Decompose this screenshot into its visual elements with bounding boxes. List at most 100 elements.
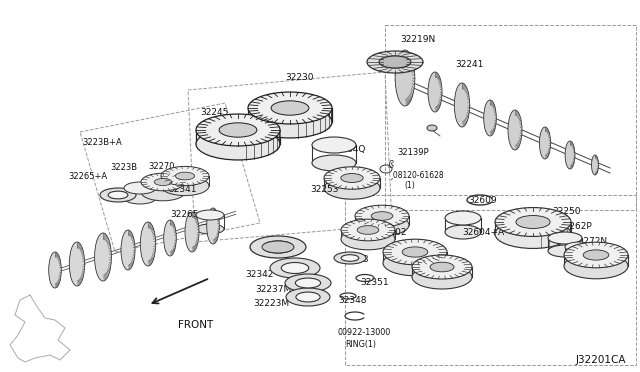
Ellipse shape: [412, 265, 472, 289]
Ellipse shape: [548, 245, 582, 257]
Ellipse shape: [341, 219, 395, 241]
Text: 3223B: 3223B: [110, 163, 137, 172]
Text: ß: ß: [388, 160, 394, 170]
Text: 32351: 32351: [360, 278, 388, 287]
Text: J32201CA: J32201CA: [576, 355, 627, 365]
Ellipse shape: [69, 242, 84, 286]
Ellipse shape: [248, 106, 332, 138]
Ellipse shape: [430, 262, 454, 272]
Ellipse shape: [296, 292, 320, 302]
Ellipse shape: [591, 155, 598, 175]
Ellipse shape: [121, 230, 135, 270]
Ellipse shape: [484, 100, 496, 136]
Text: 32270: 32270: [148, 162, 175, 171]
Ellipse shape: [341, 228, 395, 250]
Ellipse shape: [207, 208, 220, 244]
Ellipse shape: [402, 247, 428, 257]
Ellipse shape: [295, 278, 321, 288]
Ellipse shape: [262, 241, 294, 253]
Ellipse shape: [396, 50, 415, 106]
Text: 32600M: 32600M: [396, 253, 433, 262]
Ellipse shape: [312, 137, 356, 153]
Text: 32609: 32609: [468, 196, 497, 205]
Text: 00922-13000: 00922-13000: [338, 328, 391, 337]
Text: 32204: 32204: [265, 245, 293, 254]
Ellipse shape: [564, 253, 628, 279]
Ellipse shape: [583, 250, 609, 260]
Ellipse shape: [100, 188, 136, 202]
Text: FRONT: FRONT: [178, 320, 213, 330]
Ellipse shape: [141, 173, 185, 191]
Ellipse shape: [324, 167, 380, 189]
Ellipse shape: [281, 263, 308, 273]
Ellipse shape: [161, 176, 209, 196]
Ellipse shape: [427, 125, 437, 131]
Ellipse shape: [196, 114, 280, 146]
Text: 32602: 32602: [378, 228, 406, 237]
Ellipse shape: [248, 92, 332, 124]
Text: 32245: 32245: [200, 108, 228, 117]
Ellipse shape: [324, 177, 380, 199]
Text: 32230: 32230: [285, 73, 314, 82]
Ellipse shape: [161, 166, 209, 186]
Ellipse shape: [285, 274, 331, 292]
Text: 32348: 32348: [338, 296, 367, 305]
Text: 3223B+A: 3223B+A: [82, 138, 122, 147]
Ellipse shape: [371, 212, 393, 220]
Ellipse shape: [516, 215, 550, 228]
Ellipse shape: [383, 239, 447, 265]
Ellipse shape: [250, 236, 306, 258]
Text: 32219N: 32219N: [400, 35, 435, 44]
Text: 32265+A: 32265+A: [68, 172, 107, 181]
Ellipse shape: [495, 208, 571, 237]
Text: RING(1): RING(1): [345, 340, 376, 349]
Text: 32262P: 32262P: [558, 222, 592, 231]
Text: 32139P: 32139P: [397, 148, 429, 157]
Ellipse shape: [219, 123, 257, 137]
Text: 32341: 32341: [168, 185, 196, 194]
Ellipse shape: [334, 252, 366, 264]
Text: (1): (1): [404, 181, 415, 190]
Text: 32260: 32260: [585, 252, 614, 261]
Ellipse shape: [141, 183, 185, 201]
Ellipse shape: [454, 83, 470, 127]
Ellipse shape: [383, 250, 447, 276]
Ellipse shape: [355, 214, 409, 236]
Text: 32237M: 32237M: [255, 285, 291, 294]
Text: 32604+A: 32604+A: [462, 228, 504, 237]
Ellipse shape: [565, 253, 593, 263]
Ellipse shape: [428, 72, 442, 112]
Ellipse shape: [355, 205, 409, 227]
Ellipse shape: [357, 226, 379, 234]
Ellipse shape: [341, 173, 364, 183]
Ellipse shape: [196, 128, 280, 160]
Ellipse shape: [286, 288, 330, 306]
Ellipse shape: [379, 56, 411, 68]
Ellipse shape: [124, 182, 156, 194]
Ellipse shape: [565, 242, 593, 252]
Ellipse shape: [270, 258, 320, 278]
Text: 32250: 32250: [552, 207, 580, 216]
Text: 32602: 32602: [430, 270, 458, 279]
Ellipse shape: [185, 212, 199, 252]
Ellipse shape: [412, 255, 472, 279]
Ellipse shape: [140, 222, 156, 266]
Ellipse shape: [49, 252, 61, 288]
Ellipse shape: [196, 224, 224, 234]
Ellipse shape: [312, 155, 356, 171]
Ellipse shape: [341, 255, 359, 261]
Text: 32264Q: 32264Q: [330, 145, 365, 154]
Ellipse shape: [154, 179, 172, 186]
Text: 32342: 32342: [245, 270, 273, 279]
Text: 32253: 32253: [310, 185, 339, 194]
Text: 32265+B: 32265+B: [170, 210, 212, 219]
Ellipse shape: [196, 210, 224, 220]
Ellipse shape: [548, 232, 582, 244]
Text: 32223M: 32223M: [253, 299, 289, 308]
Ellipse shape: [565, 141, 575, 169]
Ellipse shape: [271, 101, 309, 115]
Ellipse shape: [124, 192, 156, 204]
Ellipse shape: [508, 110, 522, 150]
Ellipse shape: [95, 233, 111, 281]
Text: 32272N: 32272N: [572, 237, 607, 246]
